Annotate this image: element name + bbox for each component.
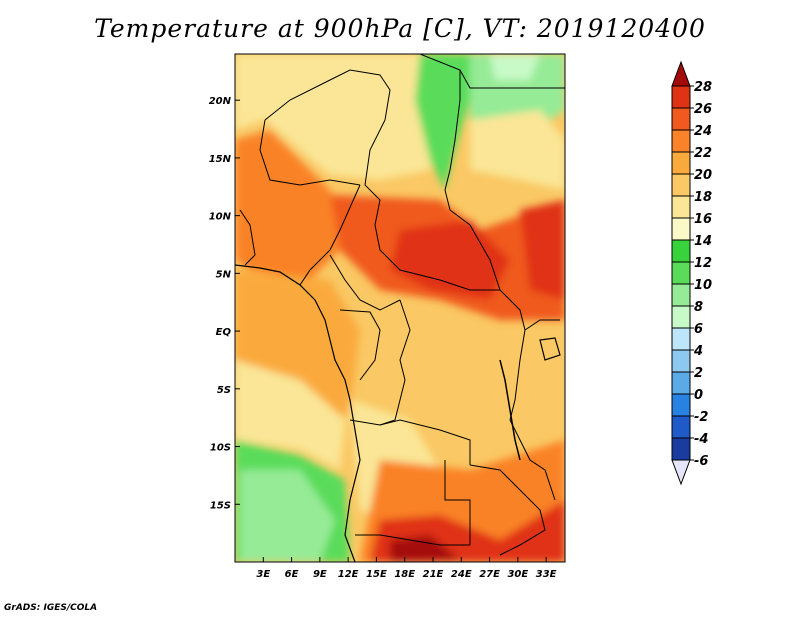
colorbar-box [671, 283, 691, 307]
field-coast-cool [235, 360, 345, 470]
border-uganda [524, 319, 560, 331]
border-angola-namibia [355, 534, 470, 546]
border-zambia-south [469, 464, 546, 556]
country-borders [239, 54, 565, 556]
border-car-sudan [444, 189, 501, 291]
colorbar-level-label: 24 [694, 124, 712, 139]
map-frame [234, 53, 566, 563]
lon-tick-label: 24E [451, 569, 472, 580]
lon-tick-label: 21E [423, 569, 444, 580]
colorbar-level-label: 26 [694, 102, 712, 117]
colorbar-level-label: 10 [694, 278, 712, 293]
colorbar-box [671, 305, 691, 329]
colorbar-level-label: 6 [694, 322, 703, 337]
lat-tick-label: EQ [216, 327, 232, 338]
colorbar-top-arrow [671, 60, 691, 87]
colorbar-level-label: 28 [694, 80, 712, 95]
lat-tick-label: 10S [210, 443, 231, 454]
colorbar-level-label: 12 [694, 256, 712, 271]
border-angola-zambia [444, 460, 471, 545]
colorbar-box [671, 85, 691, 109]
coastline [235, 264, 361, 562]
colorbar-box [671, 173, 691, 197]
field-east-hot [520, 200, 565, 300]
colorbar-box [671, 195, 691, 219]
lon-tick-label: 30E [507, 569, 528, 580]
border-niger-algeria [264, 69, 391, 121]
lon-tick-label: 9E [313, 569, 327, 580]
field-north-cool [235, 54, 440, 180]
grads-credit: GrADS: IGES/COLA [4, 603, 98, 613]
colorbar-level-label: -2 [694, 410, 708, 425]
lon-tick-label: 18E [394, 569, 415, 580]
border-tanzania-zambia [509, 419, 556, 501]
colorbar-level-label: 14 [694, 234, 712, 249]
lon-tick-label: 6E [285, 569, 299, 580]
lon-tick-label: 3E [256, 569, 270, 580]
lat-tick-label: 5N [216, 269, 232, 280]
colorbar-box [671, 151, 691, 175]
field-west-warm [235, 130, 350, 280]
field-ocean-light [240, 470, 335, 562]
colorbar-box [671, 415, 691, 439]
border-angola-north [349, 419, 471, 465]
colorbar-box [671, 327, 691, 351]
border-nigeria-cameroon [299, 184, 361, 286]
colorbar-box [671, 371, 691, 395]
colorbar-level-label: 4 [693, 344, 703, 359]
lon-tick-label: 15E [366, 569, 387, 580]
lat-tick-label: 10N [209, 212, 232, 223]
border-niger-nigeria [259, 119, 361, 186]
lon-tick-label: 27E [479, 569, 500, 580]
colorbar-box [671, 349, 691, 373]
colorbar-box [671, 107, 691, 131]
colorbar-level-label: -4 [694, 432, 708, 447]
longitude-axis: 3E 6E 9E 12E 15E 18E 21E 24E 27E 30E 33E [256, 557, 557, 580]
border-cameroon-car [329, 254, 401, 311]
colorbar-level-label: 2 [694, 366, 703, 381]
border-benin-togo [239, 209, 256, 266]
lake-victoria [539, 337, 561, 361]
latitude-axis: 20N 15N 10N 5N EQ 5S 10S 15S [209, 96, 240, 511]
colorbar-box [671, 437, 691, 461]
lake-tanganyika [499, 359, 521, 461]
map-title: Temperature at 900hPa [C], VT: 201912040… [94, 14, 706, 43]
border-car-south [374, 224, 500, 291]
colorbar-level-label: 20 [694, 168, 712, 183]
border-congo-gabon [339, 309, 381, 381]
border-drc-east [499, 289, 526, 421]
temperature-field [235, 54, 565, 562]
field-northeast-cool [470, 110, 565, 190]
border-libya-egypt [419, 54, 565, 89]
colorbar-bottom-arrow [671, 459, 691, 486]
colorbar-level-label: 0 [694, 388, 703, 403]
colorbar-box [671, 129, 691, 153]
colorbar-box [671, 239, 691, 263]
lat-tick-label: 20N [209, 96, 232, 107]
lat-tick-label: 5S [217, 385, 231, 396]
border-chad-sudan [444, 70, 461, 191]
field-north-green [415, 54, 470, 190]
colorbar-box [671, 217, 691, 241]
lat-tick-label: 15N [209, 154, 232, 165]
field-south-hottest [390, 535, 460, 562]
field-northeast-pale [490, 54, 540, 80]
colorbar-level-label: -6 [694, 454, 708, 469]
colorbar-level-label: 18 [694, 190, 712, 205]
colorbar-box [671, 261, 691, 285]
field-core-hot [390, 220, 510, 300]
colorbar-level-label: 8 [694, 300, 703, 315]
colorbar-level-label: 16 [694, 212, 712, 227]
colorbar-box [671, 393, 691, 417]
colorbar-level-label: 22 [694, 146, 712, 161]
border-niger-chad [364, 119, 386, 226]
border-congo-drc [379, 299, 411, 426]
lon-tick-label: 33E [536, 569, 557, 580]
lon-tick-label: 12E [338, 569, 359, 580]
lat-tick-label: 15S [210, 500, 231, 511]
